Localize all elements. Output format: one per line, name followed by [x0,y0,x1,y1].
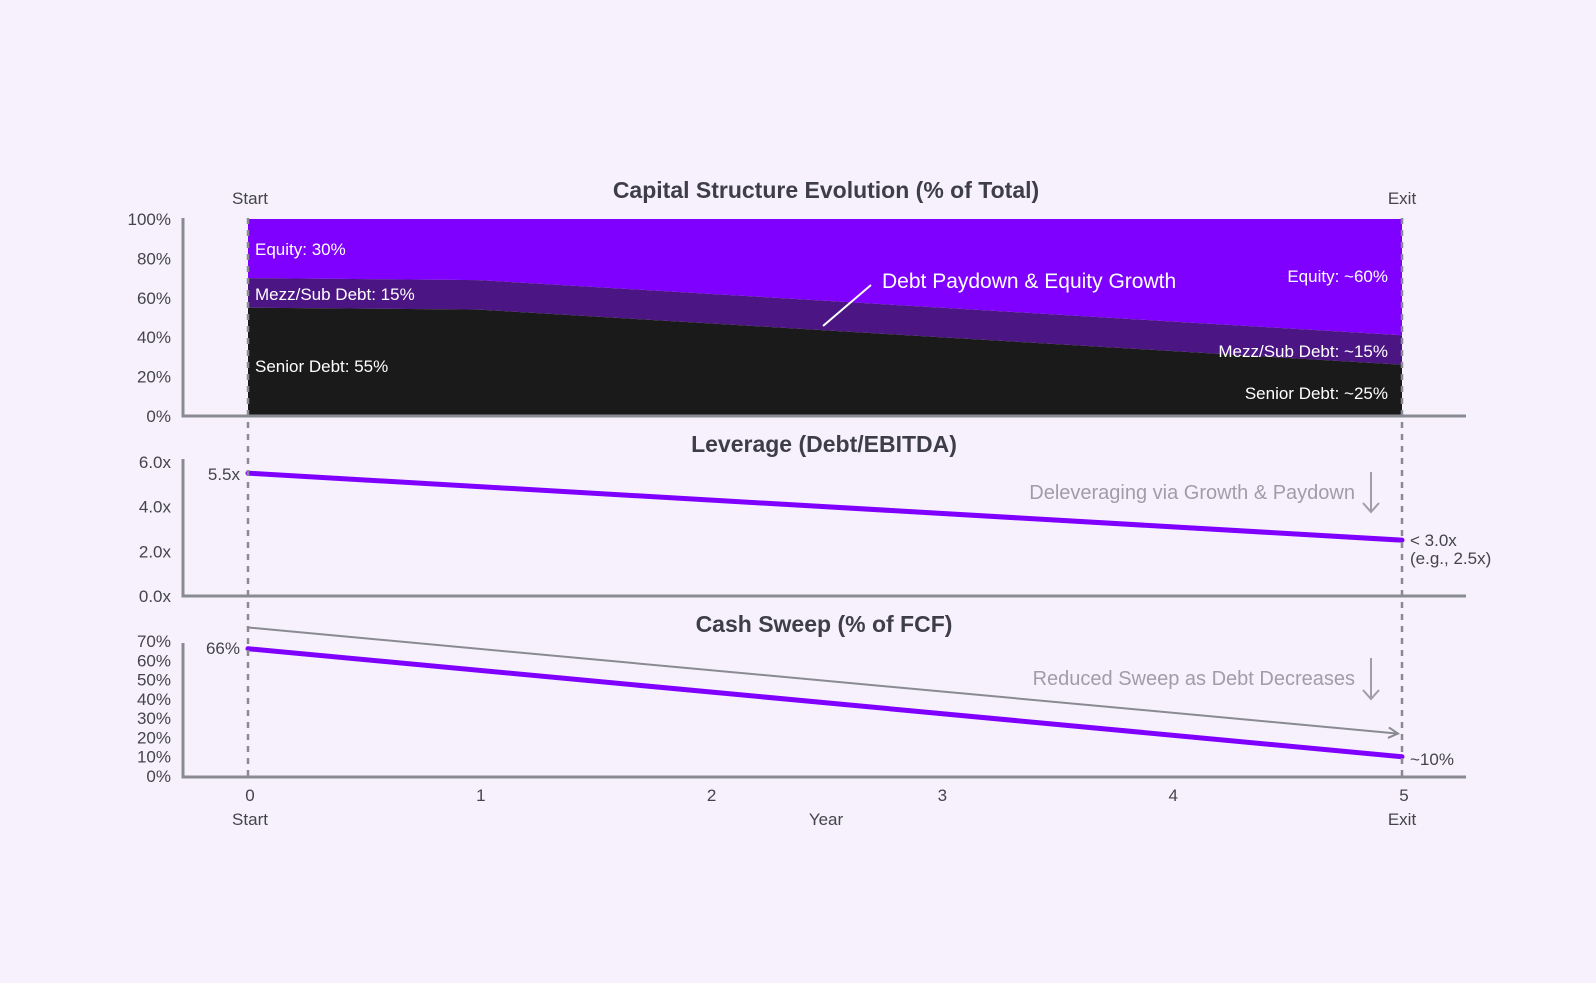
sweep-trend-arrow [247,626,1399,735]
x-tick-label: 2 [707,786,716,805]
senior-end-label: Senior Debt: ~25% [1245,384,1388,403]
paydown-callout-line [822,284,872,327]
leverage-axis [181,459,1466,598]
capital-exit-label: Exit [1388,189,1417,208]
capital-axis [181,218,1466,418]
cash-sweep-title: Cash Sweep (% of FCF) [696,611,953,637]
capital-y-tick-label: 60% [137,289,171,308]
x-tick-label: 3 [938,786,947,805]
capital-y-tick-label: 20% [137,368,171,387]
capital-y-ticks: 100% 80% 60% 40% 20% 0% [128,210,171,426]
x-tick-label: 4 [1168,786,1177,805]
cash-sweep-y-tick-label: 20% [137,728,171,747]
cash-sweep-y-tick-label: 40% [137,690,171,709]
cash-sweep-start-label: 66% [206,639,240,658]
equity-start-label: Equity: 30% [255,240,346,259]
capital-start-label: Start [232,189,268,208]
trend-arrowhead-icon [1387,726,1401,739]
mezz-end-label: Mezz/Sub Debt: ~15% [1218,342,1388,361]
paydown-annotation: Debt Paydown & Equity Growth [882,270,1176,293]
x-tick-label: 1 [476,786,485,805]
leverage-y-tick-label: 4.0x [139,498,172,517]
down-arrow-icon [1362,472,1380,514]
senior-start-label: Senior Debt: 55% [255,357,388,376]
equity-area [248,219,1402,336]
cash-sweep-y-tick-label: 50% [137,671,171,690]
leverage-end-label-2: (e.g., 2.5x) [1410,549,1491,568]
leverage-panel: Leverage (Debt/EBITDA) 6.0x4.0x2.0x0.0x … [139,431,1491,606]
cash-sweep-axis [181,643,1466,779]
cash-sweep-panel: Cash Sweep (% of FCF) 70%60%50%40%30%20%… [137,611,1466,786]
leverage-y-ticks: 6.0x 4.0x 2.0x 0.0x [139,453,172,606]
cash-sweep-y-tick-label: 0% [146,767,171,786]
x-exit-label: Exit [1388,810,1417,829]
leverage-y-tick-label: 2.0x [139,542,172,561]
x-tick-label: 5 [1399,786,1408,805]
x-start-label: Start [232,810,268,829]
leverage-line [245,470,1405,543]
cash-sweep-end-label: ~10% [1410,750,1454,769]
capital-structure-title: Capital Structure Evolution (% of Total) [613,177,1039,203]
equity-end-label: Equity: ~60% [1287,267,1388,286]
leverage-end-label-1: < 3.0x [1410,531,1457,550]
capital-structure-panel: Capital Structure Evolution (% of Total)… [128,177,1466,426]
leverage-y-tick-label: 6.0x [139,453,172,472]
mezz-start-label: Mezz/Sub Debt: 15% [255,285,415,304]
capital-y-tick-label: 100% [128,210,171,229]
cash-sweep-y-tick-label: 30% [137,709,171,728]
capital-y-tick-label: 40% [137,328,171,347]
reduced-sweep-annotation: Reduced Sweep as Debt Decreases [1033,668,1355,690]
capital-y-tick-label: 0% [146,407,171,426]
mezz-debt-area [248,278,1402,365]
cash-sweep-y-ticks: 70%60%50%40%30%20%10%0% [137,632,171,786]
cash-sweep-y-tick-label: 70% [137,632,171,651]
leverage-title: Leverage (Debt/EBITDA) [691,431,957,457]
leverage-start-label: 5.5x [208,465,241,484]
cash-sweep-y-tick-label: 10% [137,748,171,767]
down-arrow-icon [1362,658,1380,701]
x-tick-label: 0 [245,786,254,805]
capital-y-tick-label: 80% [137,249,171,268]
x-axis-ticks: 0 1 2 3 4 5 [245,786,1408,805]
deleveraging-annotation: Deleveraging via Growth & Paydown [1029,482,1355,504]
capital-areas [248,219,1402,416]
x-axis-title: Year [809,810,844,829]
senior-debt-area [248,307,1402,416]
cash-sweep-y-tick-label: 60% [137,651,171,670]
leverage-y-tick-label: 0.0x [139,587,172,606]
cash-sweep-line [245,646,1405,760]
